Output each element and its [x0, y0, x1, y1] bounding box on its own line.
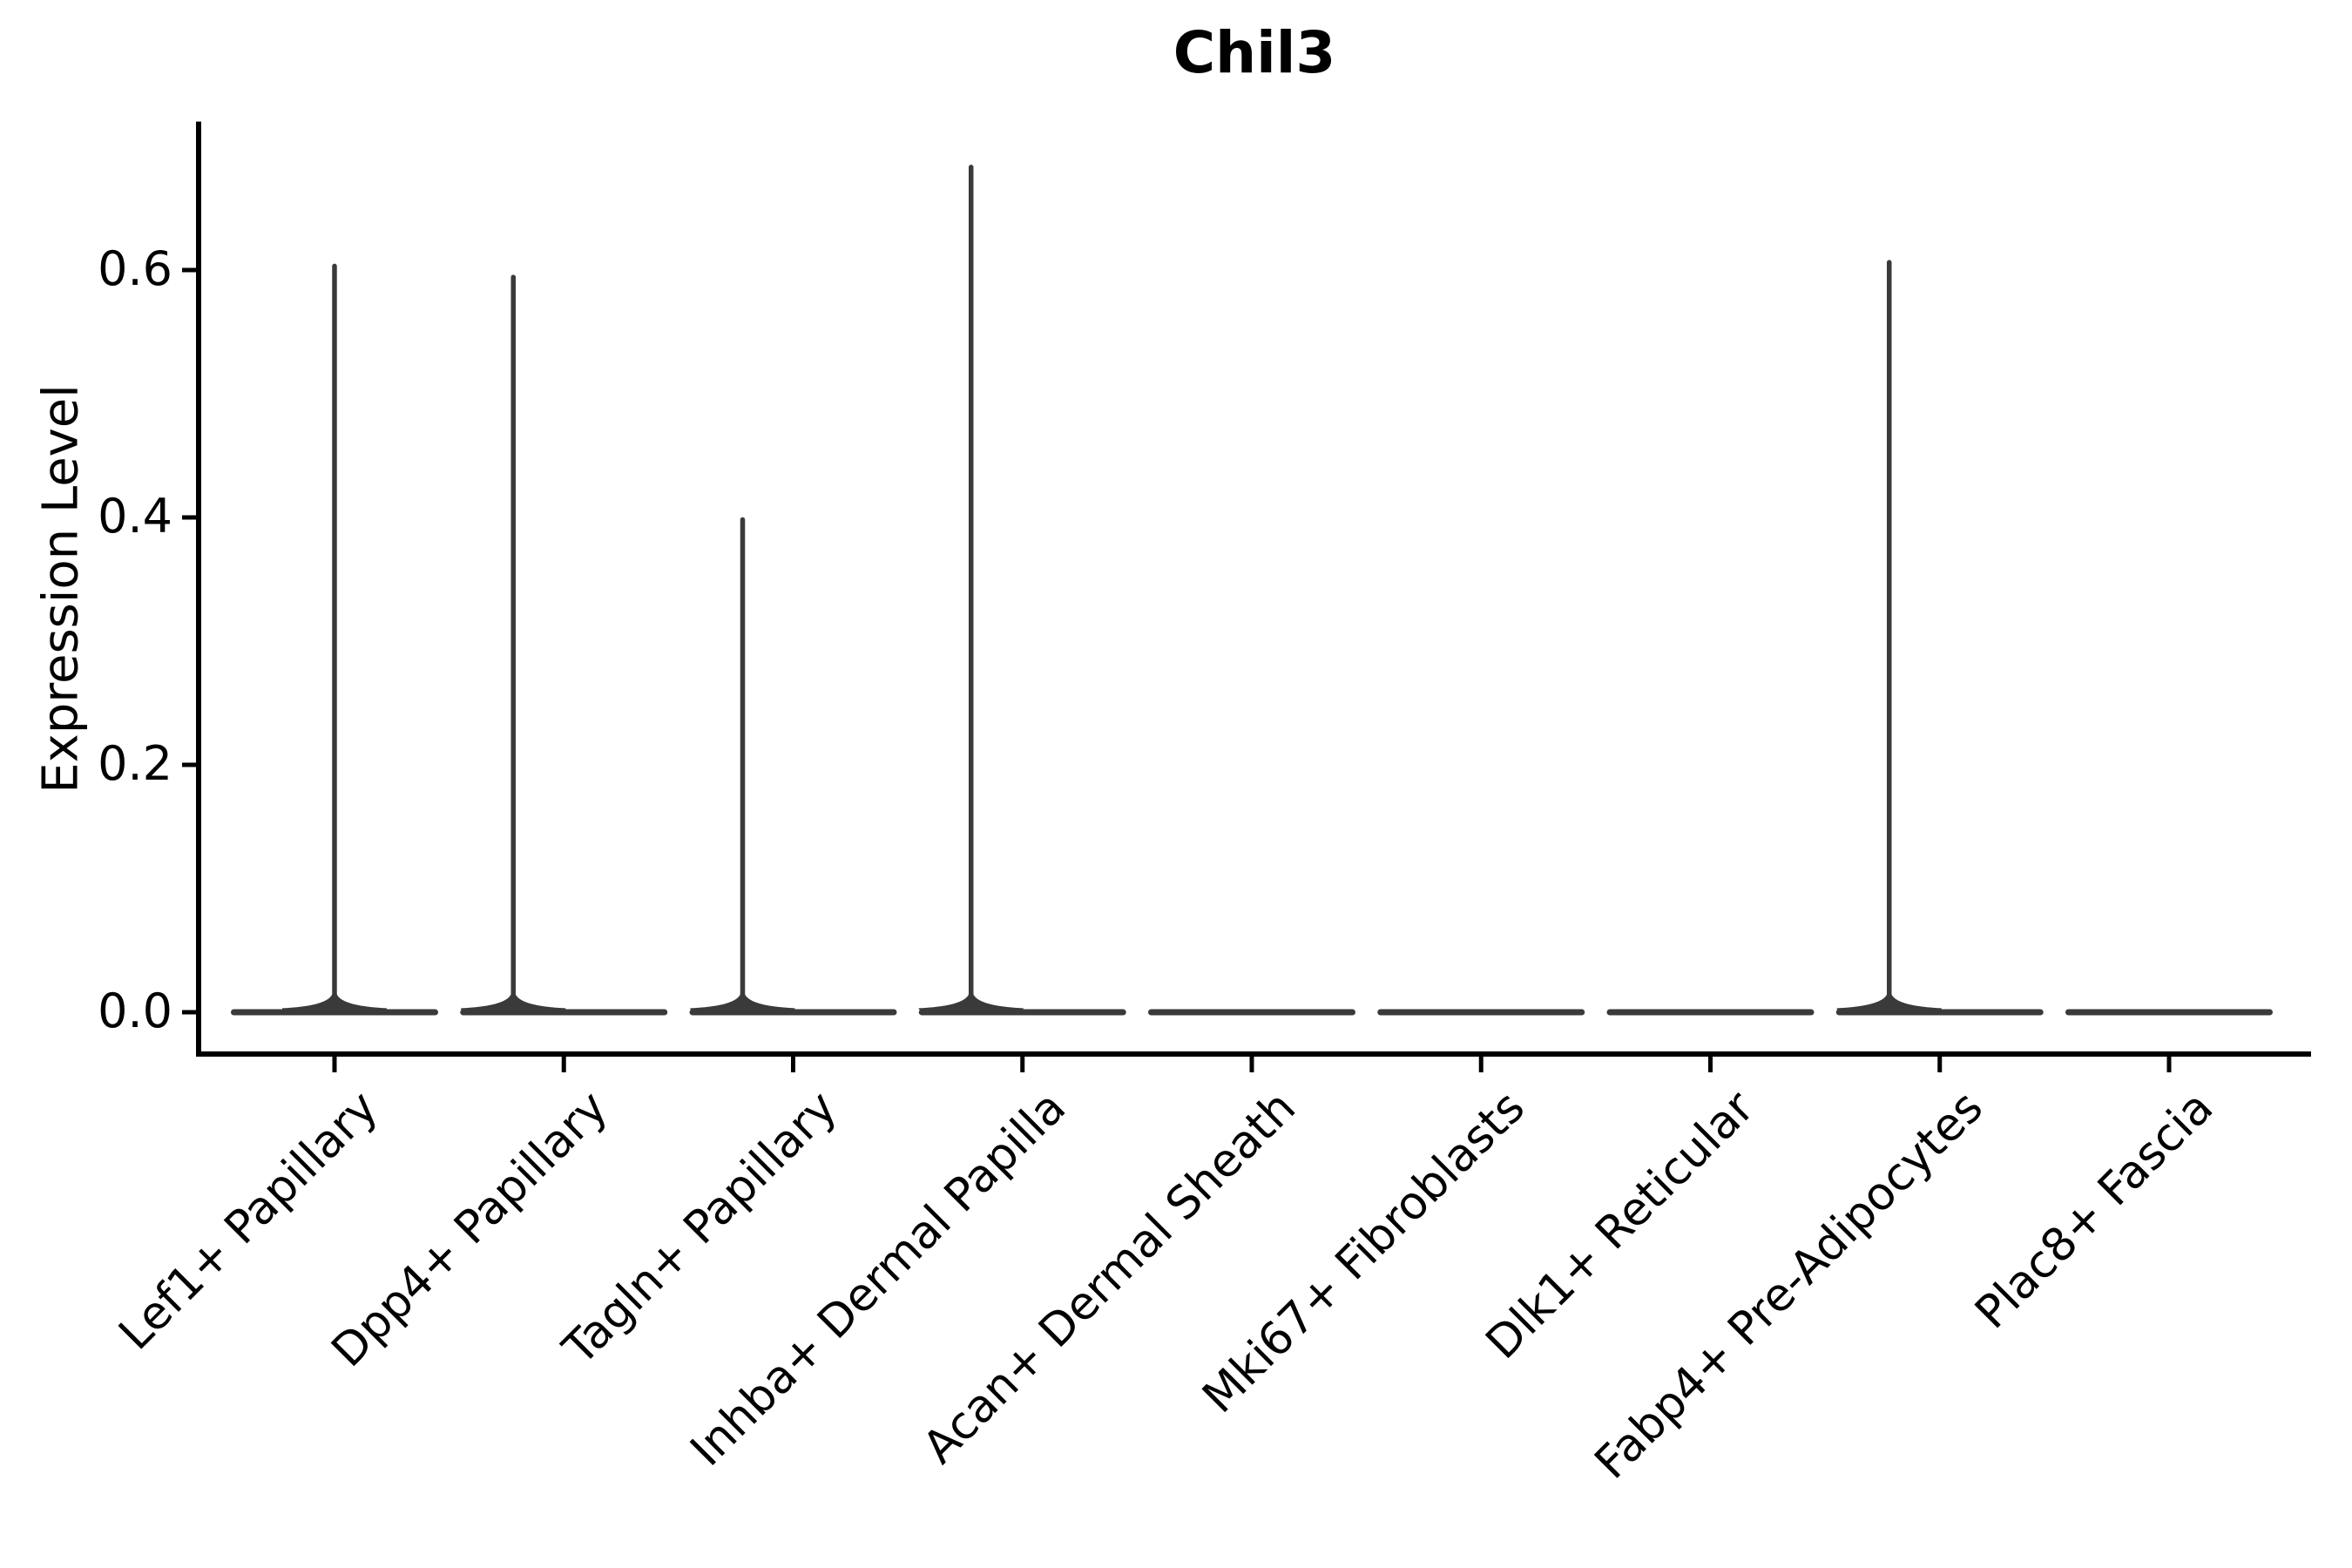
violin-spike-flare — [336, 994, 387, 1010]
violin-body — [1148, 1009, 1355, 1016]
violin-body — [1835, 1009, 2044, 1016]
y-tick-label: 0.0 — [98, 983, 172, 1039]
violin-spike-flare — [1891, 994, 1942, 1010]
y-tick-label: 0.2 — [98, 736, 172, 792]
violin-body — [2065, 1009, 2273, 1016]
y-tick-label: 0.6 — [98, 241, 172, 297]
x-tick-mark — [1708, 1057, 1713, 1072]
plot-title: Chil3 — [1173, 19, 1336, 86]
y-axis-ticks — [182, 267, 196, 1015]
x-tick-mark — [791, 1057, 795, 1072]
x-axis-spine — [196, 1051, 2311, 1057]
y-tick-mark — [182, 267, 196, 273]
violin-spike-flare — [461, 994, 511, 1010]
violin-spike-flare — [1836, 994, 1888, 1010]
violin-spike-flare — [745, 994, 795, 1010]
violins-layer — [231, 165, 2273, 1016]
violin-spike-flare — [515, 994, 566, 1010]
violin-spike-flare — [918, 994, 970, 1010]
x-axis-ticks — [332, 1057, 2172, 1072]
violin-body — [460, 1009, 668, 1016]
axes-spines — [196, 121, 2311, 1058]
violin-body — [918, 1009, 1126, 1016]
violin-body — [1606, 1009, 1815, 1016]
x-tick-mark — [332, 1057, 337, 1072]
x-tick-mark — [1478, 1057, 1484, 1072]
x-tick-mark — [561, 1057, 566, 1072]
violin-spike-flare — [973, 994, 1024, 1010]
y-tick-mark — [182, 1010, 196, 1015]
y-tick-mark — [182, 515, 196, 520]
violin-spike-flare — [282, 994, 333, 1010]
violin-body — [689, 1009, 897, 1016]
x-tick-mark — [2166, 1057, 2172, 1072]
violin-body — [1377, 1009, 1585, 1016]
y-axis-spine — [196, 121, 201, 1058]
x-tick-mark — [1249, 1057, 1254, 1072]
y-tick-label: 0.4 — [98, 489, 172, 544]
x-tick-mark — [1937, 1057, 1943, 1072]
x-tick-mark — [1020, 1057, 1025, 1072]
y-tick-mark — [182, 762, 196, 767]
violin-spike-flare — [690, 994, 740, 1010]
